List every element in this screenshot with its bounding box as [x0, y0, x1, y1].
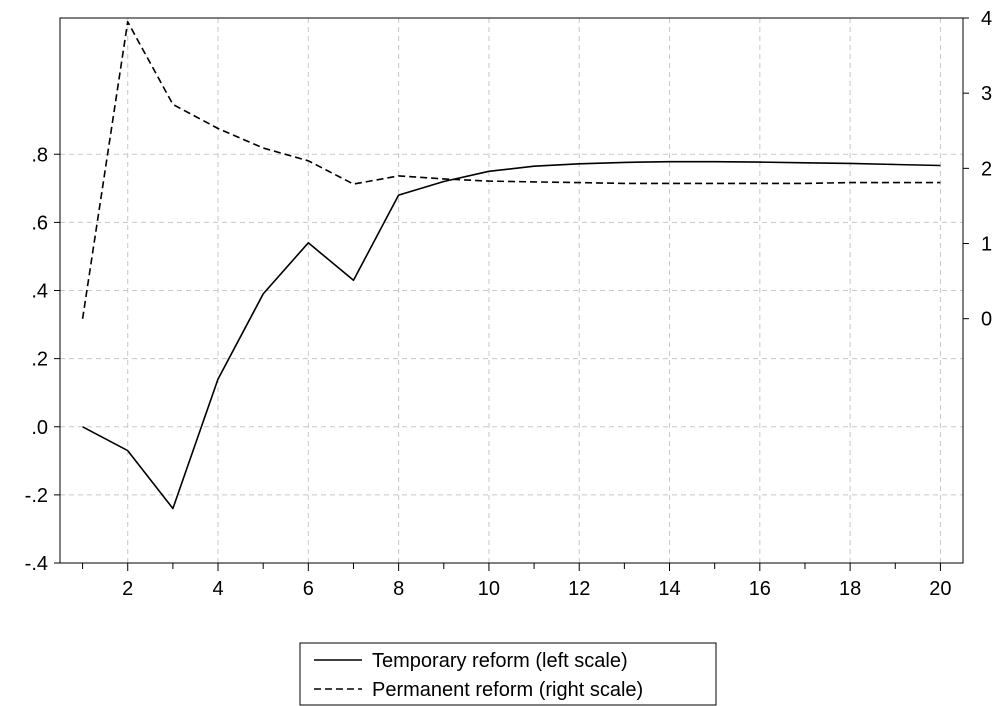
left-tick-label: .4	[31, 281, 48, 303]
right-tick-label: 1	[981, 234, 992, 256]
right-tick-label: 3	[981, 83, 992, 105]
right-tick-label: 4	[981, 8, 992, 30]
left-tick-label: -.2	[25, 485, 48, 507]
left-tick-label: -.4	[25, 553, 48, 575]
series-line-temporary	[82, 160, 941, 510]
x-tick-label: 14	[658, 578, 680, 600]
x-tick-label: 10	[478, 578, 500, 600]
series-lines	[81, 20, 941, 510]
x-tick-label: 4	[212, 578, 223, 600]
x-tick-label: 18	[839, 578, 861, 600]
legend-label-permanent: Permanent reform (right scale)	[372, 679, 643, 701]
legend-box	[299, 642, 717, 706]
x-tick-label: 8	[393, 578, 404, 600]
left-tick-label: .6	[31, 212, 48, 234]
left-tick-label: .8	[31, 144, 48, 166]
legend: Temporary reform (left scale) Permanent …	[299, 642, 717, 706]
x-tick-label: 2	[122, 578, 133, 600]
right-tick-label: 0	[981, 309, 992, 331]
x-tick-label: 12	[568, 578, 590, 600]
series-line-permanent	[81, 20, 941, 319]
x-tick-label: 16	[749, 578, 771, 600]
left-tick-label: .2	[31, 349, 48, 371]
left-tick-label: .0	[31, 417, 48, 439]
x-tick-label: 6	[303, 578, 314, 600]
grid	[60, 18, 963, 563]
legend-label-temporary: Temporary reform (left scale)	[372, 650, 628, 672]
right-tick-label: 2	[981, 158, 992, 180]
x-tick-label: 20	[929, 578, 951, 600]
